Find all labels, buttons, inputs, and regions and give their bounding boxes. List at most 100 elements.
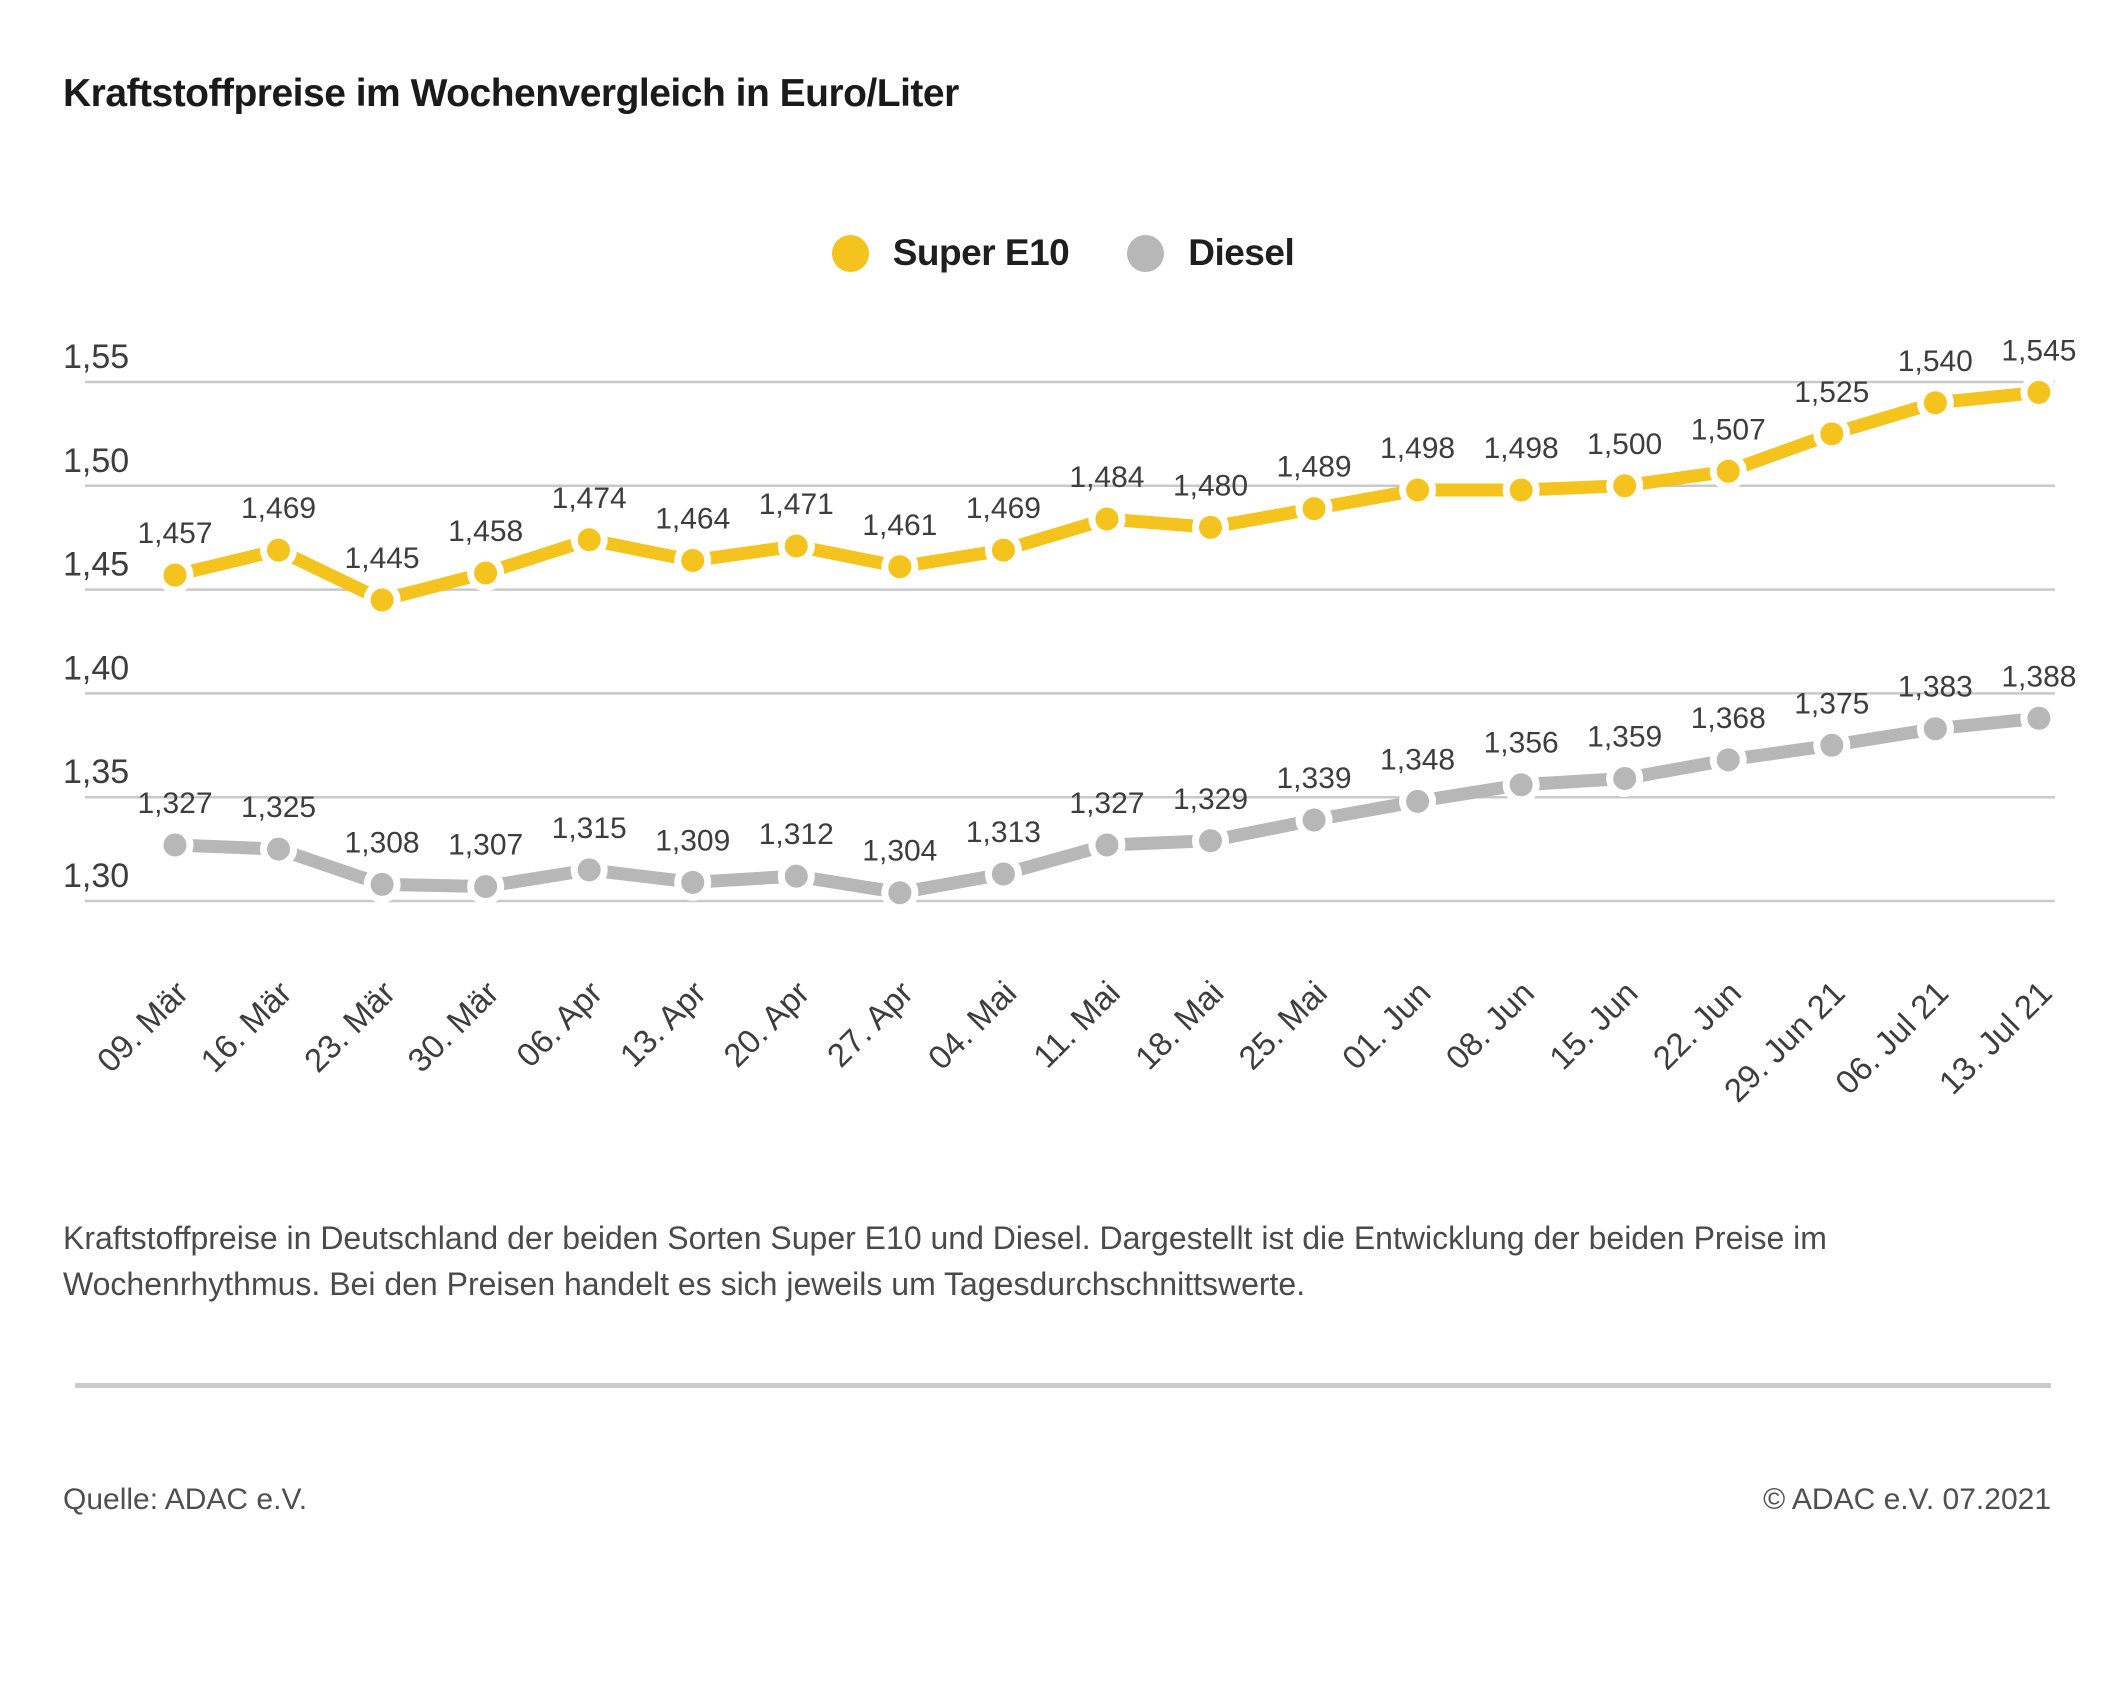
data-point-marker [1916,710,1954,748]
data-point-marker [156,556,194,594]
data-point-label: 1,489 [1277,451,1352,484]
y-tick-label: 1,30 [63,857,129,895]
x-tick-label: 13. Jul 21 [1931,974,2058,1101]
data-point-marker [1399,471,1437,509]
data-point-label: 1,356 [1484,727,1559,760]
data-point-marker [363,581,401,619]
data-point-marker [2020,699,2058,737]
data-point-label: 1,327 [1069,787,1144,820]
data-point-label: 1,339 [1277,762,1352,795]
x-tick-label: 20. Apr [716,974,816,1074]
legend-item-super-e10: Super E10 [831,232,1070,274]
data-point-label: 1,383 [1898,671,1973,704]
chart-title: Kraftstoffpreise im Wochenvergleich in E… [63,72,959,115]
data-point-label: 1,464 [655,503,730,536]
data-point-label: 1,315 [552,812,627,845]
x-tick-label: 11. Mai [1026,974,1127,1075]
x-tick-label: 08. Jun [1438,974,1541,1077]
data-point-marker [1606,467,1644,505]
data-point-marker [881,874,919,912]
diesel-dot-icon [1127,234,1165,272]
data-point-label: 1,480 [1173,469,1248,502]
data-point-marker [674,542,712,580]
data-point-marker [674,863,712,901]
x-tick-label: 16. Mär [193,974,298,1079]
data-point-label: 1,484 [1069,461,1144,494]
data-point-label: 1,457 [137,517,212,550]
data-point-marker [1916,384,1954,422]
data-point-marker [570,851,608,889]
data-point-label: 1,500 [1587,428,1662,461]
data-point-marker [1192,822,1229,860]
data-point-label: 1,307 [448,828,523,861]
y-tick-label: 1,50 [63,442,129,480]
data-point-label: 1,469 [241,492,316,525]
data-point-marker [260,830,298,868]
legend: Super E10 Diesel [0,232,2126,274]
data-point-marker [1399,782,1437,820]
data-point-marker [984,531,1022,569]
data-point-label: 1,359 [1587,721,1662,754]
data-point-label: 1,368 [1691,702,1766,735]
data-point-marker [1088,826,1126,864]
x-tick-label: 30. Mär [400,974,505,1079]
x-tick-label: 23. Mär [297,974,402,1079]
y-tick-label: 1,35 [63,753,129,791]
source-row: Quelle: ADAC e.V. © ADAC e.V. 07.2021 [63,1483,2051,1517]
data-point-marker [1709,452,1747,490]
data-point-marker [777,527,815,565]
data-point-label: 1,498 [1484,432,1559,465]
legend-label-super-e10: Super E10 [892,232,1070,273]
data-point-label: 1,327 [137,787,212,820]
data-point-label: 1,445 [345,542,420,575]
divider [75,1383,2051,1388]
data-point-label: 1,309 [655,824,730,857]
x-tick-label: 15. Jun [1542,974,1645,1077]
x-tick-label: 06. Apr [509,974,609,1074]
x-tick-label: 13. Apr [613,974,713,1074]
data-point-marker [1295,801,1333,839]
y-tick-label: 1,55 [63,338,129,376]
data-point-marker [1606,760,1644,798]
data-point-marker [777,857,815,895]
data-point-marker [1502,766,1540,804]
data-point-label: 1,474 [552,482,627,515]
data-point-marker [2020,373,2058,411]
data-point-label: 1,329 [1173,783,1248,816]
copyright-label: © ADAC e.V. 07.2021 [1763,1483,2051,1516]
x-tick-label: 09. Mär [90,974,195,1079]
data-point-label: 1,308 [345,826,420,859]
super-e10-dot-icon [831,234,869,272]
chart-description: Kraftstoffpreise in Deutschland der beid… [63,1220,1827,1302]
x-tick-label: 27. Apr [820,974,920,1074]
x-tick-label: 06. Jul 21 [1828,974,1955,1101]
data-point-label: 1,469 [966,492,1041,525]
data-point-marker [1088,500,1126,538]
data-point-label: 1,304 [862,835,937,868]
data-point-marker [1502,471,1540,509]
data-point-label: 1,348 [1380,743,1455,776]
data-point-label: 1,313 [966,816,1041,849]
data-point-marker [467,554,505,592]
data-point-marker [1709,741,1747,779]
data-point-marker [1813,726,1851,764]
y-tick-label: 1,45 [63,546,129,584]
data-point-marker [156,826,194,864]
data-point-label: 1,388 [2001,660,2076,693]
x-tick-label: 04. Mai [921,974,1024,1077]
x-tick-label: 01. Jun [1335,974,1438,1077]
data-point-marker [1295,490,1333,528]
data-point-marker [260,531,298,569]
x-tick-label: 25. Mai [1231,974,1334,1077]
x-tick-label: 18. Mai [1128,974,1231,1077]
data-point-marker [570,521,608,559]
data-point-marker [1813,415,1851,453]
data-point-label: 1,498 [1380,432,1455,465]
data-point-label: 1,312 [759,818,834,851]
data-point-label: 1,461 [862,509,937,542]
data-point-label: 1,540 [1898,345,1973,378]
data-point-label: 1,325 [241,791,316,824]
data-point-marker [467,867,505,905]
